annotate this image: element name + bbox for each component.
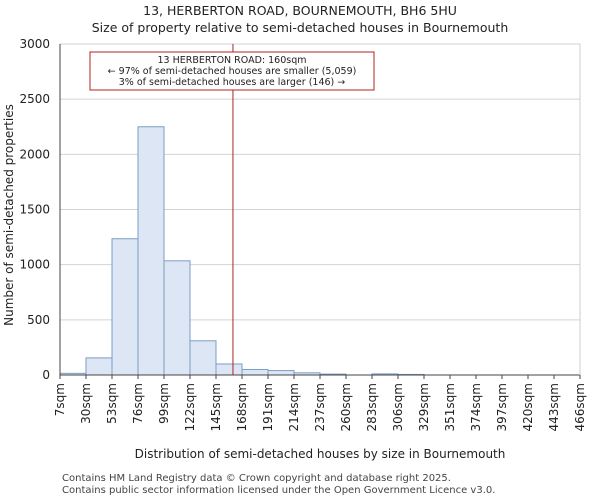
- x-tick-label: 122sqm: [183, 383, 197, 431]
- bar: [215, 363, 243, 376]
- annotation-box: [89, 51, 375, 91]
- y-tick-label: 0: [42, 368, 50, 382]
- annotation-line: ← 97% of semi-detached houses are smalle…: [108, 66, 357, 77]
- bars: [59, 126, 425, 376]
- x-tick-label: 374sqm: [469, 383, 483, 431]
- x-tick-label: 397sqm: [495, 383, 509, 431]
- bar: [163, 260, 191, 376]
- x-tick-label: 237sqm: [313, 383, 327, 431]
- x-tick-label: 214sqm: [287, 383, 301, 431]
- x-tick-label: 191sqm: [261, 383, 275, 431]
- x-tick-label: 443sqm: [547, 383, 561, 431]
- x-tick-label: 466sqm: [573, 383, 587, 431]
- x-tick-label: 7sqm: [53, 383, 67, 416]
- x-tick-label: 351sqm: [443, 383, 457, 431]
- annotation-line: 3% of semi-detached houses are larger (1…: [119, 77, 346, 88]
- x-tick-label: 99sqm: [157, 383, 171, 424]
- x-tick-label: 306sqm: [391, 383, 405, 431]
- chart-subtitle: Size of property relative to semi-detach…: [91, 20, 509, 35]
- bar: [241, 368, 269, 376]
- bar: [111, 238, 139, 376]
- x-tick-label: 283sqm: [365, 383, 379, 431]
- x-tick-label: 168sqm: [235, 383, 249, 431]
- y-tick-label: 1500: [19, 203, 50, 217]
- annotation-line: 13 HERBERTON ROAD: 160sqm: [157, 55, 306, 66]
- x-tick-label: 53sqm: [105, 383, 119, 424]
- y-tick-labels: 0 500 1000 1500 2000 2500 3000: [19, 37, 50, 382]
- y-tick-label: 500: [27, 313, 50, 327]
- y-tick-label: 1000: [19, 258, 50, 272]
- bar: [267, 370, 295, 376]
- x-tick-label: 420sqm: [521, 383, 535, 431]
- y-tick-label: 2500: [19, 92, 50, 106]
- bar: [85, 357, 113, 376]
- x-tick-label: 76sqm: [131, 383, 145, 424]
- x-axis-label: Distribution of semi-detached houses by …: [135, 447, 506, 461]
- x-tick-label: 260sqm: [339, 383, 353, 431]
- y-tick-label: 3000: [19, 37, 50, 51]
- x-tick-labels: 7sqm 30sqm 53sqm 76sqm 99sqm 122sqm 145sqm 168s…: [53, 375, 587, 431]
- footer-line-2: Contains public sector information licen…: [62, 485, 496, 496]
- property-marker: 13 HERBERTON ROAD: 160sqm← 97% of semi-d…: [89, 44, 375, 375]
- y-tick-label: 2000: [19, 147, 50, 161]
- chart-title: 13, HERBERTON ROAD, BOURNEMOUTH, BH6 5HU: [143, 3, 457, 18]
- y-axis-label: Number of semi-detached properties: [2, 104, 16, 326]
- footer-line-1: Contains HM Land Registry data © Crown c…: [62, 473, 451, 484]
- x-tick-label: 145sqm: [209, 383, 223, 431]
- x-tick-label: 30sqm: [79, 383, 93, 424]
- bar: [137, 126, 165, 376]
- bar: [189, 340, 217, 376]
- x-tick-label: 329sqm: [417, 383, 431, 431]
